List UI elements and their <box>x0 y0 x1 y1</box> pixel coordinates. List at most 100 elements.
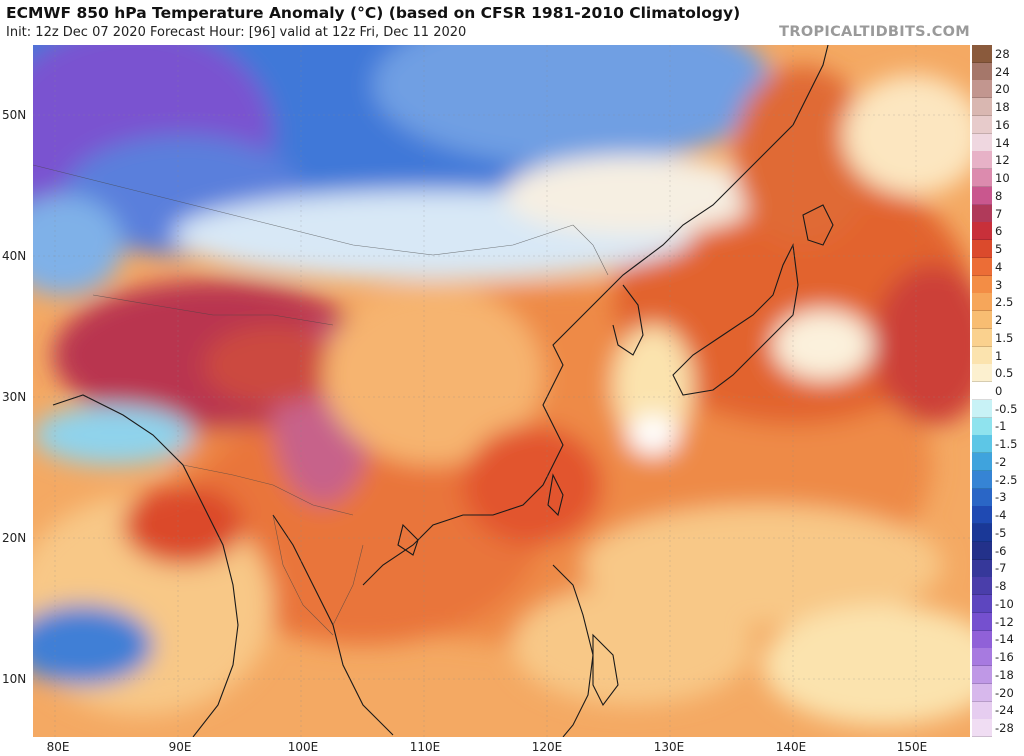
lon-label-80e: 80E <box>46 740 70 754</box>
lon-label-110e: 110E <box>409 740 441 754</box>
colorbar-label: 4 <box>995 259 1003 274</box>
colorbar-label: 18 <box>995 100 1010 115</box>
colorbar-swatch <box>972 577 992 596</box>
colorbar-label: -16 <box>995 650 1014 665</box>
colorbar-swatch <box>972 364 992 383</box>
colorbar-swatch <box>972 186 992 205</box>
colorbar-label: -1 <box>995 419 1007 434</box>
colorbar-label: -12 <box>995 614 1014 629</box>
colorbar-swatch <box>972 45 992 63</box>
colorbar-swatch <box>972 98 992 117</box>
colorbar-swatch <box>972 435 992 454</box>
colorbar-swatch <box>972 133 992 152</box>
colorbar-label: 20 <box>995 82 1010 97</box>
colorbar-swatch <box>972 470 992 489</box>
colorbar-label: -28 <box>995 721 1014 736</box>
colorbar-label: -7 <box>995 561 1007 576</box>
colorbar-swatch <box>972 612 992 631</box>
colorbar <box>972 45 992 738</box>
colorbar-swatch <box>972 311 992 330</box>
colorbar-swatch <box>972 683 992 702</box>
colorbar-swatch <box>972 453 992 472</box>
colorbar-swatch <box>972 701 992 720</box>
colorbar-swatch <box>972 524 992 543</box>
colorbar-label: -14 <box>995 632 1014 647</box>
colorbar-swatch <box>972 346 992 365</box>
colorbar-swatch <box>972 257 992 276</box>
colorbar-swatch <box>972 115 992 134</box>
colorbar-swatch <box>972 595 992 614</box>
colorbar-swatch <box>972 559 992 578</box>
colorbar-swatch <box>972 328 992 347</box>
colorbar-label: -2.5 <box>995 472 1018 487</box>
colorbar-label: 6 <box>995 224 1003 239</box>
colorbar-swatch <box>972 293 992 312</box>
borders <box>33 164 609 636</box>
colorbar-label: 0 <box>995 384 1003 398</box>
colorbar-swatch <box>972 630 992 649</box>
colorbar-label: 8 <box>995 188 1003 203</box>
colorbar-swatch <box>972 275 992 294</box>
colorbar-label: -4 <box>995 508 1007 523</box>
colorbar-label: -20 <box>995 685 1014 700</box>
lon-label-100e: 100E <box>287 740 319 754</box>
colorbar-label: -1.5 <box>995 437 1018 452</box>
colorbar-label: 2 <box>995 313 1003 328</box>
colorbar-label: 14 <box>995 135 1010 150</box>
map-canvas <box>33 45 970 737</box>
lon-label-120e: 120E <box>531 740 563 754</box>
colorbar-swatch <box>972 62 992 81</box>
colorbar-label: -5 <box>995 525 1007 540</box>
colorbar-label: 0.5 <box>995 366 1014 381</box>
lon-label-150e: 150E <box>896 740 928 754</box>
colorbar-swatch <box>972 488 992 507</box>
colorbar-swatch <box>972 382 992 401</box>
colorbar-label: 12 <box>995 153 1010 168</box>
colorbar-swatch <box>972 719 992 738</box>
colorbar-swatch <box>972 506 992 525</box>
colorbar-label: -6 <box>995 543 1007 558</box>
lat-label-50n: 50N <box>2 108 27 122</box>
colorbar-label: 28 <box>995 46 1010 61</box>
colorbar-label: 5 <box>995 242 1003 257</box>
anomaly-field <box>33 45 970 725</box>
colorbar-swatch <box>972 240 992 259</box>
colorbar-label: 10 <box>995 171 1010 186</box>
colorbar-label: -0.5 <box>995 401 1018 416</box>
lat-label-20n: 20N <box>2 531 27 545</box>
colorbar-swatch <box>972 80 992 99</box>
lat-label-10n: 10N <box>2 672 27 686</box>
colorbar-label: -3 <box>995 490 1007 505</box>
coastlines <box>52 45 834 737</box>
colorbar-swatch <box>972 169 992 188</box>
colorbar-swatch <box>972 417 992 436</box>
colorbar-swatch <box>972 151 992 170</box>
colorbar-label: 1.5 <box>995 330 1014 345</box>
colorbar-label: -10 <box>995 596 1014 611</box>
lon-label-130e: 130E <box>653 740 685 754</box>
colorbar-label: -2 <box>995 454 1007 469</box>
map-title: ECMWF 850 hPa Temperature Anomaly (°C) (… <box>6 4 741 22</box>
colorbar-label: 3 <box>995 277 1003 292</box>
colorbar-label: 24 <box>995 64 1010 79</box>
colorbar-label: -8 <box>995 579 1007 594</box>
map-subtitle: Init: 12z Dec 07 2020 Forecast Hour: [96… <box>6 25 467 40</box>
colorbar-label: -18 <box>995 667 1014 682</box>
lat-label-40n: 40N <box>2 249 27 263</box>
colorbar-label: 16 <box>995 117 1010 132</box>
colorbar-label: 1 <box>995 348 1003 363</box>
lon-label-90e: 90E <box>168 740 192 754</box>
colorbar-swatch <box>972 541 992 560</box>
colorbar-swatch <box>972 648 992 667</box>
colorbar-label: -24 <box>995 703 1014 718</box>
colorbar-swatch <box>972 399 992 418</box>
colorbar-swatch <box>972 666 992 685</box>
colorbar-swatch <box>972 204 992 223</box>
brand-watermark: TROPICALTIDBITS.COM <box>779 24 970 40</box>
anomaly-map <box>33 45 970 737</box>
lat-label-30n: 30N <box>2 390 27 404</box>
colorbar-label: 7 <box>995 206 1003 221</box>
graticule <box>33 45 970 737</box>
colorbar-swatch <box>972 222 992 241</box>
lon-label-140e: 140E <box>775 740 807 754</box>
